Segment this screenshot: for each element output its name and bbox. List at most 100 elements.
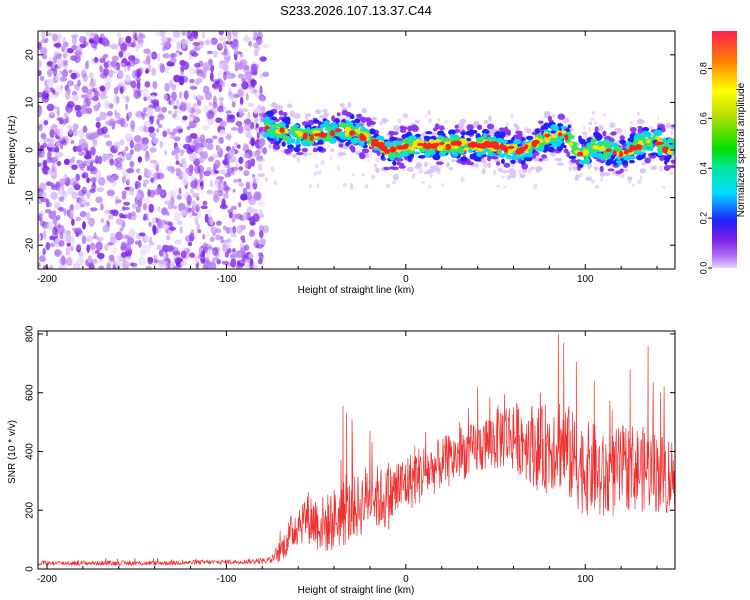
noise-speckle xyxy=(138,256,146,266)
noise-speckle xyxy=(401,168,406,172)
ridge-cell xyxy=(295,138,301,145)
noise-speckle xyxy=(162,53,170,59)
noise-speckle xyxy=(97,101,101,109)
noise-speckle xyxy=(71,36,77,46)
ridge-cell xyxy=(335,135,341,140)
ridge-cell xyxy=(341,109,348,116)
ridge-cell xyxy=(313,133,322,137)
noise-speckle xyxy=(86,211,91,221)
noise-speckle xyxy=(167,37,172,43)
ridge-cell xyxy=(431,143,438,148)
ridge-cell xyxy=(470,142,475,149)
noise-speckle xyxy=(361,173,365,177)
noise-speckle xyxy=(204,91,213,101)
noise-speckle xyxy=(38,142,41,148)
ridge-cell xyxy=(557,113,565,120)
ridge-cell xyxy=(507,174,512,180)
noise-speckle xyxy=(226,227,234,234)
noise-speckle xyxy=(124,146,129,152)
ridge-cell xyxy=(543,111,551,116)
noise-speckle xyxy=(215,228,222,234)
noise-speckle xyxy=(72,94,79,102)
noise-speckle xyxy=(149,147,157,153)
ridge-cell xyxy=(356,113,363,118)
noise-speckle xyxy=(200,205,208,210)
noise-speckle xyxy=(69,177,78,187)
ridge-cell xyxy=(599,165,604,173)
snr-frame xyxy=(37,330,676,570)
noise-speckle xyxy=(75,173,81,182)
ridge-cell xyxy=(513,123,518,128)
ridge-cell xyxy=(361,148,370,154)
noise-speckle xyxy=(129,262,134,267)
ridge-cell xyxy=(525,128,532,134)
ridge-cell xyxy=(619,135,625,141)
ridge-cell xyxy=(556,145,563,152)
noise-speckle xyxy=(227,208,234,214)
noise-speckle xyxy=(128,55,136,62)
noise-speckle xyxy=(113,65,118,70)
noise-speckle xyxy=(71,157,75,164)
noise-speckle xyxy=(60,84,64,90)
ridge-cell xyxy=(670,124,675,128)
noise-speckle xyxy=(80,143,89,150)
ridge-cell xyxy=(553,125,559,131)
ridge-cell xyxy=(407,125,413,132)
ridge-cell xyxy=(271,116,277,121)
noise-speckle xyxy=(49,147,57,153)
ridge-cell xyxy=(554,157,563,162)
noise-speckle xyxy=(43,265,50,269)
noise-speckle xyxy=(92,140,98,147)
ridge-cell xyxy=(376,136,381,140)
noise-speckle xyxy=(135,77,142,82)
noise-speckle xyxy=(190,180,198,189)
ridge-cell xyxy=(508,168,517,175)
noise-speckle xyxy=(40,191,47,198)
noise-speckle xyxy=(96,252,105,259)
noise-speckle xyxy=(253,107,259,115)
noise-speckle xyxy=(59,76,68,82)
noise-speckle xyxy=(147,189,151,198)
noise-speckle xyxy=(257,173,265,178)
noise-speckle xyxy=(230,83,237,87)
ridge-cell xyxy=(287,144,294,149)
ridge-cell xyxy=(621,144,626,149)
noise-speckle xyxy=(201,31,206,39)
noise-speckle xyxy=(38,200,43,205)
noise-speckle xyxy=(222,225,227,231)
noise-speckle xyxy=(66,105,70,110)
noise-speckle xyxy=(52,210,56,215)
noise-speckle xyxy=(226,74,232,80)
noise-speckle xyxy=(657,117,660,120)
ridge-cell xyxy=(481,129,490,134)
noise-speckle xyxy=(70,235,75,245)
ridge-cell xyxy=(495,161,501,166)
noise-speckle xyxy=(151,51,158,60)
noise-speckle xyxy=(194,255,199,264)
ridge-cell xyxy=(463,147,470,151)
noise-speckle xyxy=(247,111,251,121)
noise-speckle xyxy=(154,105,162,113)
noise-speckle xyxy=(65,256,73,267)
noise-speckle xyxy=(103,61,109,69)
noise-speckle xyxy=(180,250,187,259)
ridge-cell xyxy=(285,129,289,134)
noise-speckle xyxy=(130,80,137,88)
ridge-cell xyxy=(432,132,438,138)
noise-speckle xyxy=(161,46,166,52)
noise-speckle xyxy=(61,69,68,78)
y-tick-label: -20 xyxy=(25,238,36,253)
noise-speckle xyxy=(218,97,224,102)
ridge-cell xyxy=(633,146,638,151)
ridge-cell xyxy=(329,130,336,137)
noise-speckle xyxy=(137,156,143,163)
ridge-cell xyxy=(286,140,292,146)
ridge-cell xyxy=(446,162,450,168)
noise-speckle xyxy=(136,79,141,90)
ridge-cell xyxy=(422,142,428,149)
noise-speckle xyxy=(122,260,130,269)
noise-speckle xyxy=(237,125,244,134)
ridge-cell xyxy=(354,129,361,133)
noise-speckle xyxy=(81,151,87,156)
noise-speckle xyxy=(189,252,196,258)
